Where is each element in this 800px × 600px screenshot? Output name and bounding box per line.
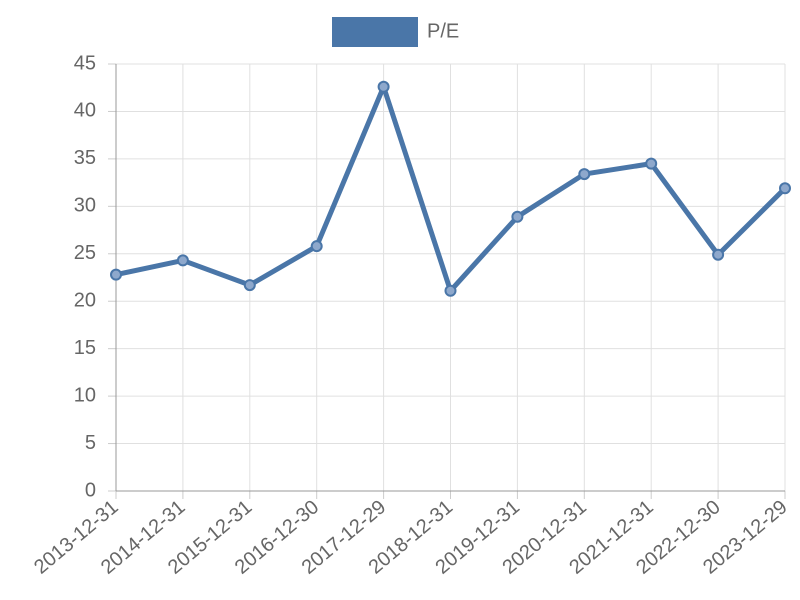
y-tick-label: 20 — [74, 290, 96, 312]
point — [110, 268, 122, 281]
point — [578, 168, 591, 181]
point — [645, 157, 658, 170]
y-tick-label: 5 — [85, 432, 96, 454]
y-tick-label: 40 — [74, 100, 96, 122]
point — [779, 182, 791, 195]
point — [377, 80, 390, 93]
y-tick-label: 10 — [74, 384, 96, 406]
y-tick-label: 15 — [74, 337, 96, 359]
y-tick-label: 35 — [74, 147, 96, 169]
y-tick-label: 30 — [74, 195, 96, 217]
point — [243, 279, 256, 292]
y-tick-label: 45 — [74, 52, 96, 74]
legend-swatch — [332, 17, 418, 47]
point — [444, 284, 457, 297]
point — [310, 240, 323, 253]
point — [176, 254, 189, 267]
y-tick-label: 0 — [85, 479, 96, 501]
point — [712, 248, 725, 261]
point — [511, 210, 524, 223]
legend-label: P/E — [427, 20, 459, 42]
y-tick-label: 25 — [74, 242, 96, 264]
